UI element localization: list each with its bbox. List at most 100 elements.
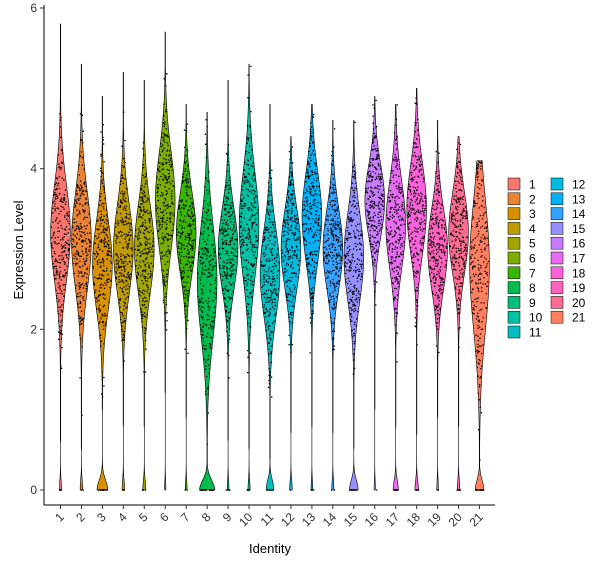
data-point: [344, 255, 347, 258]
data-point: [270, 396, 273, 398]
data-point: [275, 289, 277, 291]
data-point: [347, 259, 350, 261]
data-point: [85, 251, 88, 254]
data-point: [53, 205, 56, 207]
data-point: [313, 277, 315, 279]
data-point: [64, 189, 67, 191]
data-point: [388, 247, 390, 249]
data-point: [161, 219, 164, 221]
data-point: [371, 235, 374, 237]
data-point: [438, 244, 441, 247]
data-point: [105, 214, 108, 216]
data-point: [229, 296, 231, 299]
data-point: [304, 238, 306, 241]
data-point: [250, 283, 252, 285]
data-point: [247, 96, 249, 99]
data-point: [252, 284, 254, 286]
data-point: [367, 180, 370, 182]
data-point: [267, 320, 269, 323]
data-point: [271, 204, 273, 206]
data-point: [387, 252, 390, 255]
data-point: [72, 240, 75, 242]
data-point: [247, 207, 249, 209]
data-point: [145, 339, 147, 342]
data-point: [429, 259, 431, 262]
data-point: [331, 244, 334, 246]
data-point: [305, 254, 308, 256]
data-point: [59, 266, 61, 268]
data-point: [152, 237, 155, 240]
violin-8: [197, 112, 218, 491]
data-point: [124, 270, 126, 272]
data-point: [287, 223, 290, 226]
data-point: [218, 252, 221, 255]
data-point: [164, 236, 167, 239]
data-point: [253, 172, 255, 175]
data-point: [78, 210, 81, 212]
data-point: [171, 229, 174, 232]
data-point: [54, 202, 56, 205]
data-point: [74, 287, 77, 289]
data-point: [208, 261, 210, 263]
data-point: [333, 489, 336, 491]
data-point: [297, 237, 299, 240]
data-point: [369, 216, 372, 219]
data-point: [232, 259, 235, 262]
data-point: [393, 215, 395, 218]
data-point: [60, 367, 63, 369]
data-point: [355, 294, 358, 297]
data-point: [295, 255, 298, 257]
data-point: [80, 319, 82, 322]
data-point: [61, 324, 63, 327]
data-point: [431, 241, 434, 243]
data-point: [334, 287, 336, 289]
data-point: [104, 227, 107, 230]
data-point: [373, 283, 376, 285]
data-point: [310, 251, 312, 253]
data-point: [201, 273, 203, 276]
data-point: [382, 201, 384, 203]
data-point: [124, 255, 126, 258]
data-point: [400, 253, 402, 256]
data-point: [445, 245, 448, 248]
data-point: [372, 122, 374, 125]
data-point: [185, 178, 188, 181]
data-point: [64, 203, 67, 206]
data-point: [104, 294, 106, 296]
data-point: [271, 242, 273, 245]
data-point: [367, 210, 370, 213]
data-point: [226, 200, 228, 202]
data-point: [117, 203, 119, 205]
data-point: [225, 239, 228, 242]
data-point: [94, 242, 96, 245]
data-point: [236, 261, 238, 264]
data-point: [336, 207, 339, 209]
data-point: [81, 245, 84, 248]
data-point: [240, 202, 242, 205]
data-point: [61, 333, 63, 335]
data-point: [200, 316, 203, 319]
data-point: [284, 230, 286, 233]
data-point: [159, 228, 161, 230]
data-point: [311, 297, 314, 299]
data-point: [106, 215, 109, 218]
data-point: [117, 256, 119, 259]
data-point: [260, 261, 263, 263]
data-point: [210, 223, 212, 225]
data-point: [251, 244, 254, 247]
data-point: [373, 212, 375, 214]
data-point: [288, 334, 290, 337]
data-point: [346, 247, 349, 249]
data-point: [108, 301, 110, 303]
data-point: [349, 201, 352, 203]
data-point: [312, 310, 314, 312]
data-point: [430, 240, 433, 242]
data-point: [121, 165, 124, 167]
data-point: [252, 174, 254, 177]
data-point: [122, 221, 125, 224]
data-point: [100, 131, 102, 133]
data-point: [105, 229, 108, 232]
data-point: [441, 238, 443, 240]
data-point: [435, 222, 437, 225]
data-point: [376, 156, 378, 158]
